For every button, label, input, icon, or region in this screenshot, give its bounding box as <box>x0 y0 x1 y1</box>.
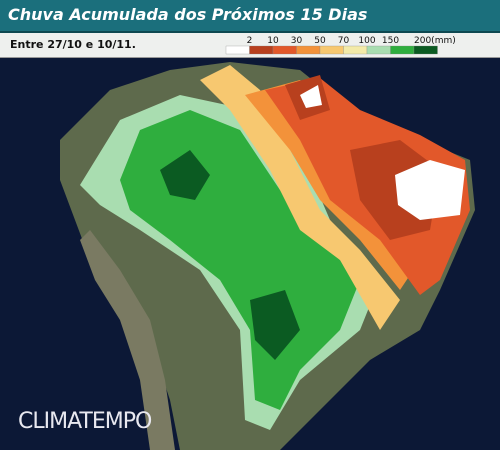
legend-label: 150 <box>382 36 399 46</box>
legend-label: 200(mm) <box>414 36 456 46</box>
legend-label: 30 <box>291 36 303 46</box>
legend-swatch <box>366 45 391 55</box>
title-bar: Chuva Acumulada dos Próximos 15 Dias <box>0 0 500 33</box>
andes <box>80 230 175 450</box>
legend-swatch <box>296 45 321 55</box>
legend-swatch <box>390 45 415 55</box>
legend-swatch <box>343 45 368 55</box>
legend-label: 50 <box>314 36 326 46</box>
legend-label: 70 <box>338 36 350 46</box>
subtitle: Entre 27/10 e 10/11. <box>10 38 136 51</box>
legend-swatch <box>413 45 438 55</box>
rain-green-dark <box>160 150 300 360</box>
subtitle-bar: Entre 27/10 e 10/11. 2 10 30 50 70 100 150 200(… <box>0 33 500 58</box>
legend: 2 10 30 50 70 100 150 200(mm) <box>225 36 456 55</box>
legend-swatch <box>249 45 274 55</box>
legend-label: 10 <box>267 36 279 46</box>
legend-label: 2 <box>247 36 253 46</box>
legend-swatch <box>272 45 297 55</box>
legend-label: 100 <box>358 36 375 46</box>
rain-dry <box>300 85 465 220</box>
watermark: CLIMATEMPO <box>18 409 152 434</box>
legend-swatch <box>319 45 344 55</box>
rain-yellow <box>200 65 400 330</box>
title: Chuva Acumulada dos Próximos 15 Dias <box>8 5 368 24</box>
legend-swatch <box>225 45 250 55</box>
